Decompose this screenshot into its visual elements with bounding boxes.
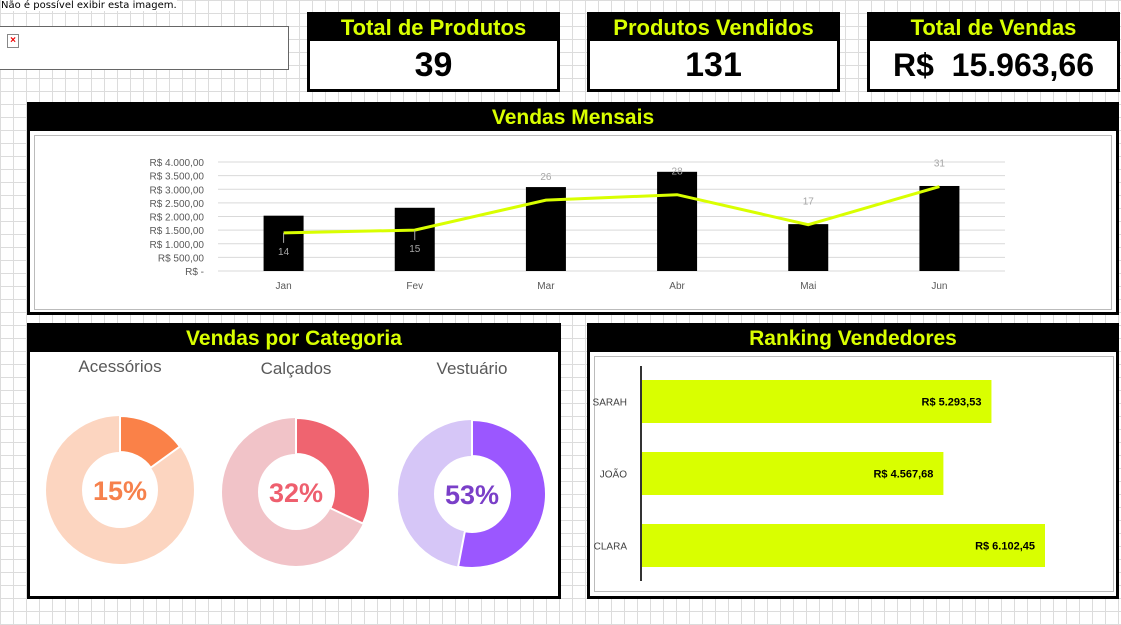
line-data-label: 17 (803, 197, 815, 208)
y-tick-label: R$ 500,00 (158, 253, 205, 264)
ranking-bar-1 (641, 452, 944, 495)
monthly-sales-chart: R$ - R$ 500,00 R$ 1.000,00 R$ 1.500,00 R$ 2.… (150, 158, 1005, 292)
line-data-label: 31 (934, 159, 946, 170)
y-tick-label: R$ 2.000,00 (150, 213, 205, 224)
ranking-value-label: R$ 6.102,45 (975, 541, 1035, 553)
donut-title: Calçados (261, 359, 332, 378)
broken-image-message: Não é possível exibir esta imagem. (1, 0, 177, 11)
bar-mai (788, 224, 829, 271)
donut-slice-vestuário (456, 418, 547, 569)
donut-percent: 15% (93, 476, 147, 506)
donut-title: Vestuário (437, 359, 508, 378)
x-tick-label: Abr (669, 281, 685, 292)
y-tick-label: R$ 1.500,00 (150, 226, 205, 237)
x-tick-label: Jan (276, 281, 292, 292)
ranking-bar-2 (641, 524, 1045, 567)
y-tick-label: R$ 1.000,00 (150, 240, 205, 251)
y-tick-label: R$ 3.000,00 (150, 185, 205, 196)
panel-title: Vendas Mensais (30, 105, 1116, 131)
x-tick-label: Mar (537, 281, 555, 292)
seller-name: CLARA (594, 542, 628, 553)
bar-jun (919, 185, 960, 271)
quantity-line (283, 185, 940, 235)
x-tick-label: Jun (931, 281, 947, 292)
line-data-label: 26 (540, 172, 552, 183)
line-data-label: 14 (278, 247, 290, 258)
bar-abr (657, 171, 698, 271)
x-tick-label: Mai (800, 281, 816, 292)
kpi-title: Produtos Vendidos (590, 15, 837, 41)
seller-name: JOÃO (600, 468, 627, 481)
kpi-total-vendas: Total de Vendas R$ 15.963,66 (867, 12, 1120, 92)
panel-title: Vendas por Categoria (30, 326, 558, 352)
line-data-label: 15 (409, 244, 421, 255)
broken-image-icon: × (7, 34, 19, 48)
kpi-title: Total de Produtos (310, 15, 557, 41)
seller-name: SARAH (593, 398, 627, 409)
x-tick-label: Fev (406, 281, 423, 292)
donut-slice-calçados (295, 416, 371, 525)
ranking-value-label: R$ 5.293,53 (922, 397, 982, 409)
donut-title: Acessórios (78, 357, 161, 376)
donut-slice-acessórios (119, 414, 182, 470)
kpi-produtos-vendidos: Produtos Vendidos 131 (587, 12, 840, 92)
ranking-chart: SARAH R$ 5.293,53 JOÃO R$ 4.567,68 CLARA R$ 6… (593, 366, 1045, 581)
broken-image-placeholder: × (0, 26, 289, 70)
y-tick-label: R$ 3.500,00 (150, 172, 205, 183)
kpi-value: R$ 15.963,66 (892, 47, 1095, 83)
donut-percent: 53% (445, 480, 499, 510)
y-tick-label: R$ 4.000,00 (150, 158, 205, 169)
line-data-label: 28 (672, 167, 684, 178)
category-donut-charts: Acessórios 15% Calçados 32% Vestuário 53% (46, 357, 547, 569)
kpi-title: Total de Vendas (870, 15, 1117, 41)
panel-title: Ranking Vendedores (590, 326, 1116, 352)
ranking-value-label: R$ 4.567,68 (873, 469, 933, 481)
kpi-value: 39 (414, 46, 453, 84)
donut-percent: 32% (269, 478, 323, 508)
ranking-bar-0 (641, 380, 992, 423)
bar-jan (263, 215, 304, 271)
y-tick-label: R$ 2.500,00 (150, 199, 205, 210)
kpi-total-produtos: Total de Produtos 39 (307, 12, 560, 92)
y-tick-label: R$ - (185, 267, 204, 278)
kpi-value: 131 (685, 46, 742, 84)
